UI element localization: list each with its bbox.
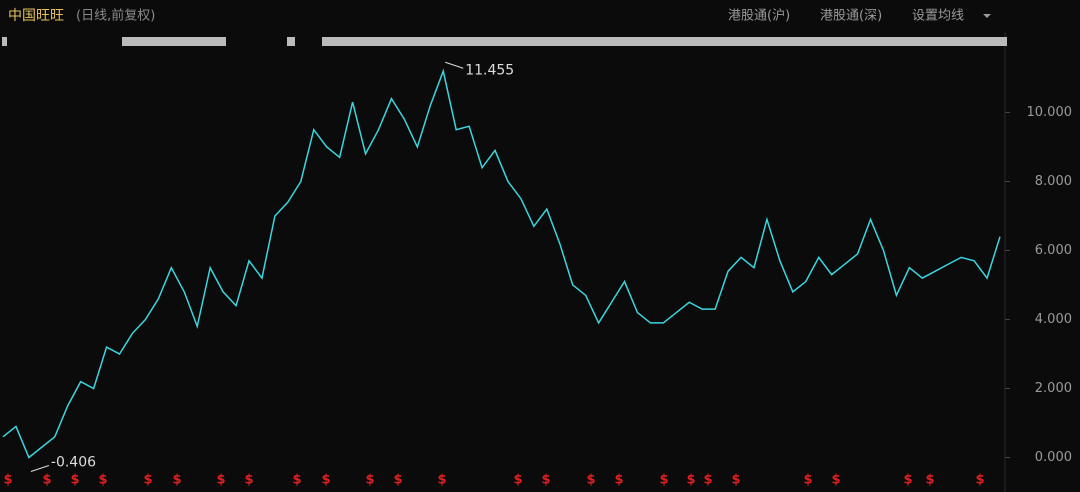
price-line — [2, 68, 1001, 459]
dividend-marker: $ — [541, 473, 550, 488]
dividend-marker: $ — [586, 473, 595, 488]
button[interactable]: 港股通(沪) — [728, 8, 790, 24]
event-marker — [122, 37, 226, 46]
annotation-arrow — [30, 465, 50, 472]
dividend-marker: $ — [803, 473, 812, 488]
dividend-marker: $ — [925, 473, 934, 488]
y-tick-label: 8.000 — [1035, 174, 1072, 189]
dropdown-icon[interactable] — [983, 14, 991, 18]
dividend-marker: $ — [437, 473, 446, 488]
dividend-marker: $ — [365, 473, 374, 488]
event-strip — [2, 37, 1007, 46]
dividend-marker: $ — [686, 473, 695, 488]
dividend-marker: $ — [70, 473, 79, 488]
y-tick-label: 2.000 — [1035, 381, 1072, 396]
dividend-marker: $ — [975, 473, 984, 488]
y-tick-label: 4.000 — [1035, 312, 1072, 327]
dividend-marker: $ — [98, 473, 107, 488]
dividend-marker: $ — [143, 473, 152, 488]
stock-name: 中国旺旺 — [8, 8, 64, 24]
y-tick-label: 10.000 — [1027, 105, 1073, 120]
dividend-marker: $ — [216, 473, 225, 488]
y-tick-label: 0.000 — [1035, 450, 1072, 465]
event-marker — [287, 37, 295, 46]
dividend-marker: $ — [3, 473, 12, 488]
dividend-marker: $ — [903, 473, 912, 488]
dividend-marker: $ — [614, 473, 623, 488]
dividend-marker: $ — [513, 473, 522, 488]
high-label: 11.455 — [465, 62, 514, 78]
button[interactable]: 设置均线 — [912, 9, 964, 24]
event-marker — [2, 37, 7, 46]
dividend-marker: $ — [172, 473, 181, 488]
low-label: -0.406 — [51, 455, 96, 471]
dividend-marker: $ — [244, 473, 253, 488]
y-tick-label: 6.000 — [1035, 243, 1072, 258]
button[interactable]: 港股通(深) — [820, 9, 882, 24]
dividend-marker: $ — [42, 473, 51, 488]
dividend-marker: $ — [292, 473, 301, 488]
chart-mode: (日线,前复权) — [76, 8, 155, 24]
event-marker — [322, 37, 1007, 46]
dividend-marker: $ — [731, 473, 740, 488]
dividend-marker: $ — [659, 473, 668, 488]
dividend-marker: $ — [831, 473, 840, 488]
dividend-marker: $ — [393, 473, 402, 488]
dividend-marker: $ — [321, 473, 330, 488]
dividend-marker: $ — [703, 473, 712, 488]
annotation-arrow — [445, 61, 464, 69]
